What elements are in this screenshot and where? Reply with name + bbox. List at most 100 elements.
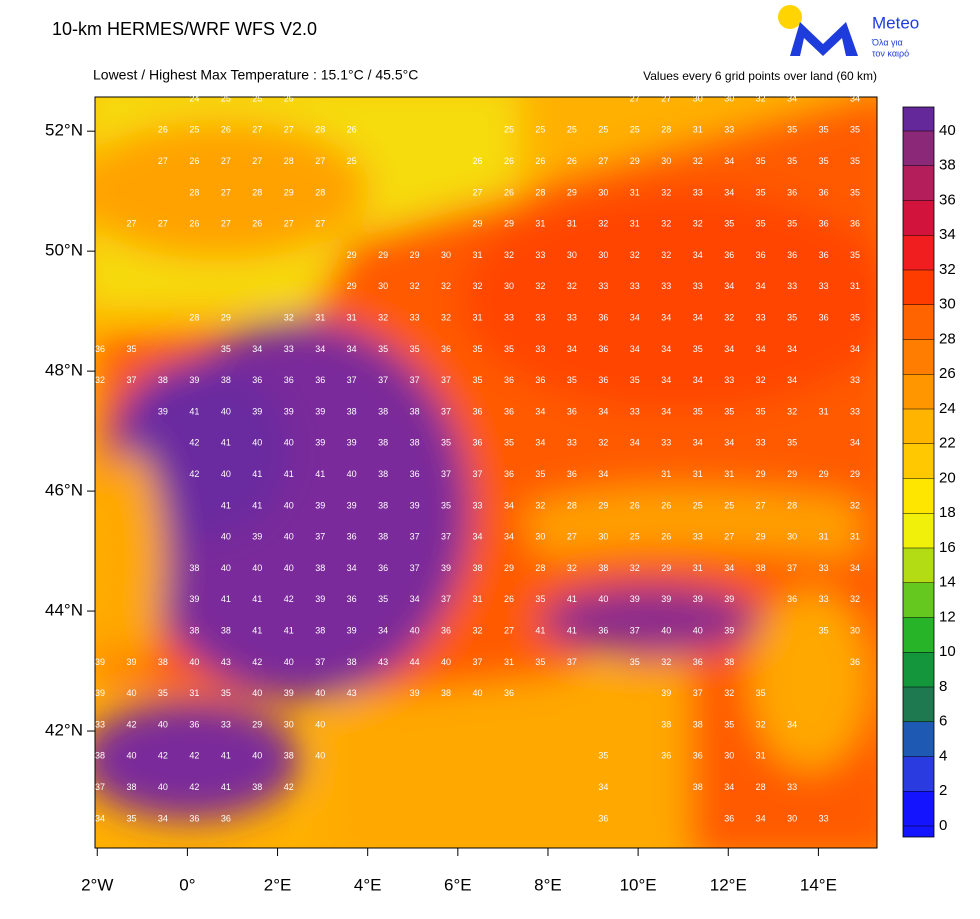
- grid-value: 40: [252, 438, 262, 448]
- colorbar-box: [903, 548, 934, 583]
- grid-value: 41: [284, 625, 294, 635]
- grid-value: 32: [787, 406, 797, 416]
- grid-value: 35: [850, 156, 860, 166]
- subtitle: Lowest / Highest Max Temperature : 15.1°…: [93, 67, 418, 83]
- grid-value: 40: [315, 719, 325, 729]
- grid-value: 33: [221, 719, 231, 729]
- grid-value: 33: [630, 406, 640, 416]
- grid-value: 39: [630, 594, 640, 604]
- grid-value: 40: [126, 751, 136, 761]
- x-tick-label: 12°E: [710, 875, 747, 894]
- colorbar-label: 8: [939, 678, 947, 695]
- grid-value: 42: [126, 719, 136, 729]
- colorbar-label: 6: [939, 713, 947, 730]
- grid-value: 32: [850, 594, 860, 604]
- grid-value: 40: [598, 594, 608, 604]
- grid-value: 43: [347, 688, 357, 698]
- grid-value: 34: [850, 344, 860, 354]
- grid-value: 34: [598, 469, 608, 479]
- grid-value: 35: [693, 344, 703, 354]
- grid-value: 38: [410, 438, 420, 448]
- colorbar-box: [903, 107, 934, 131]
- grid-value: 33: [410, 312, 420, 322]
- grid-value: 34: [724, 187, 734, 197]
- grid-value: 31: [473, 594, 483, 604]
- grid-value: 39: [315, 406, 325, 416]
- grid-value: 38: [315, 625, 325, 635]
- grid-value: 40: [410, 625, 420, 635]
- grid-value: 35: [724, 719, 734, 729]
- grid-value: 32: [378, 312, 388, 322]
- grid-value: 34: [410, 594, 420, 604]
- grid-value: 32: [661, 187, 671, 197]
- grid-value: 35: [441, 500, 451, 510]
- grid-value: 39: [252, 532, 262, 542]
- grid-value: 26: [630, 500, 640, 510]
- grid-value: 35: [630, 375, 640, 385]
- grid-value: 41: [567, 625, 577, 635]
- grid-value: 38: [378, 500, 388, 510]
- grid-value: 27: [598, 156, 608, 166]
- grid-value: 40: [284, 657, 294, 667]
- grid-value: 38: [347, 657, 357, 667]
- colorbar-box: [903, 339, 934, 375]
- grid-value: 35: [535, 657, 545, 667]
- x-tick-label: 6°E: [444, 875, 472, 894]
- grid-value: 38: [378, 532, 388, 542]
- grid-value: 37: [441, 469, 451, 479]
- x-tick-label: 0°: [179, 875, 195, 894]
- grid-value: 33: [567, 438, 577, 448]
- grid-value: 40: [284, 438, 294, 448]
- grid-value: 34: [598, 406, 608, 416]
- grid-value: 33: [535, 312, 545, 322]
- grid-value: 35: [126, 344, 136, 354]
- logo-tagline: τον καιρό: [872, 48, 909, 58]
- grid-value: 38: [221, 625, 231, 635]
- y-tick-label: 52°N: [45, 121, 83, 140]
- grid-value: 25: [598, 125, 608, 135]
- colorbar-label: 36: [939, 191, 956, 208]
- grid-value: 36: [819, 187, 829, 197]
- grid-value: 33: [567, 312, 577, 322]
- colorbar-box: [903, 513, 934, 548]
- grid-value: 36: [95, 344, 105, 354]
- grid-value: 39: [347, 625, 357, 635]
- grid-value: 35: [158, 688, 168, 698]
- grid-value: 40: [189, 657, 199, 667]
- grid-value: 33: [598, 281, 608, 291]
- grid-value: 27: [284, 219, 294, 229]
- grid-value: 40: [347, 469, 357, 479]
- grid-value: 36: [693, 751, 703, 761]
- grid-value: 36: [756, 250, 766, 260]
- grid-value: 36: [850, 657, 860, 667]
- grid-value: 26: [473, 156, 483, 166]
- grid-value: 40: [252, 688, 262, 698]
- grid-value: 27: [315, 156, 325, 166]
- grid-value: 34: [504, 500, 514, 510]
- grid-value: 36: [535, 375, 545, 385]
- colorbar-box: [903, 478, 934, 514]
- grid-value: 38: [410, 406, 420, 416]
- grid-value: 34: [724, 438, 734, 448]
- grid-value: 34: [535, 406, 545, 416]
- grid-value: 32: [567, 563, 577, 573]
- grid-value: 35: [410, 344, 420, 354]
- grid-value: 27: [252, 156, 262, 166]
- grid-value: 34: [347, 344, 357, 354]
- grid-value: 26: [504, 156, 514, 166]
- grid-value: 34: [252, 344, 262, 354]
- note: Values every 6 grid points over land (60…: [643, 69, 877, 83]
- grid-value: 28: [315, 187, 325, 197]
- grid-value: 32: [473, 281, 483, 291]
- grid-value: 41: [252, 500, 262, 510]
- grid-value: 26: [661, 532, 671, 542]
- grid-value: 34: [158, 813, 168, 823]
- logo-tagline: Όλα για: [871, 37, 903, 47]
- colorbar-label: 28: [939, 330, 956, 347]
- grid-value: 31: [693, 125, 703, 135]
- grid-value: 39: [724, 594, 734, 604]
- grid-value: 33: [724, 125, 734, 135]
- grid-value: 38: [252, 782, 262, 792]
- grid-value: 35: [126, 813, 136, 823]
- grid-value: 41: [221, 782, 231, 792]
